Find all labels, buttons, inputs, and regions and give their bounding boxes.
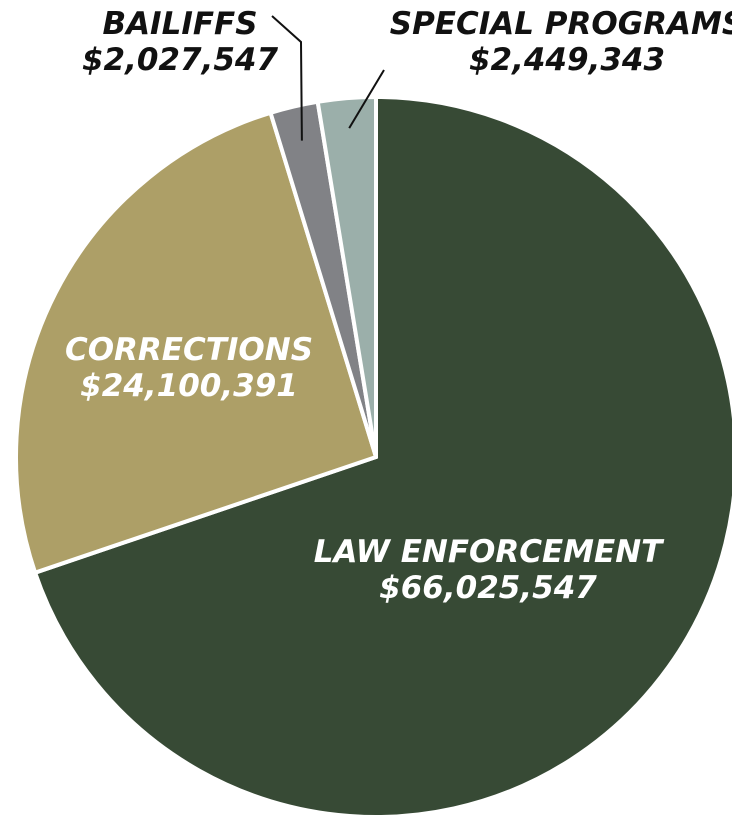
label-law-enforcement-value: $66,025,547: [379, 570, 597, 606]
label-special-programs-value: $2,449,343: [469, 42, 665, 78]
label-special-programs: SPECIAL PROGRAMS $2,449,343: [390, 6, 732, 78]
pie-slices: [14, 95, 732, 818]
leader-lines: [271, 15, 385, 141]
label-corrections-value: $24,100,391: [80, 368, 298, 404]
pie-slice-corrections: [14, 110, 378, 575]
leader-line-special-programs: [348, 69, 385, 129]
pie-slice-special-programs: [315, 95, 378, 459]
leader-line-bailiffs: [271, 15, 303, 141]
label-law-enforcement: LAW ENFORCEMENT $66,025,547: [314, 534, 665, 606]
label-bailiffs-name: BAILIFFS: [102, 6, 257, 42]
label-bailiffs-value: $2,027,547: [82, 42, 279, 78]
label-bailiffs: BAILIFFS $2,027,547: [82, 6, 279, 78]
label-corrections: CORRECTIONS $24,100,391: [65, 332, 313, 404]
label-law-enforcement-name: LAW ENFORCEMENT: [314, 534, 665, 570]
label-special-programs-name: SPECIAL PROGRAMS: [390, 6, 732, 42]
label-corrections-name: CORRECTIONS: [65, 332, 313, 368]
pie-slice-law-enforcement: [33, 95, 732, 818]
